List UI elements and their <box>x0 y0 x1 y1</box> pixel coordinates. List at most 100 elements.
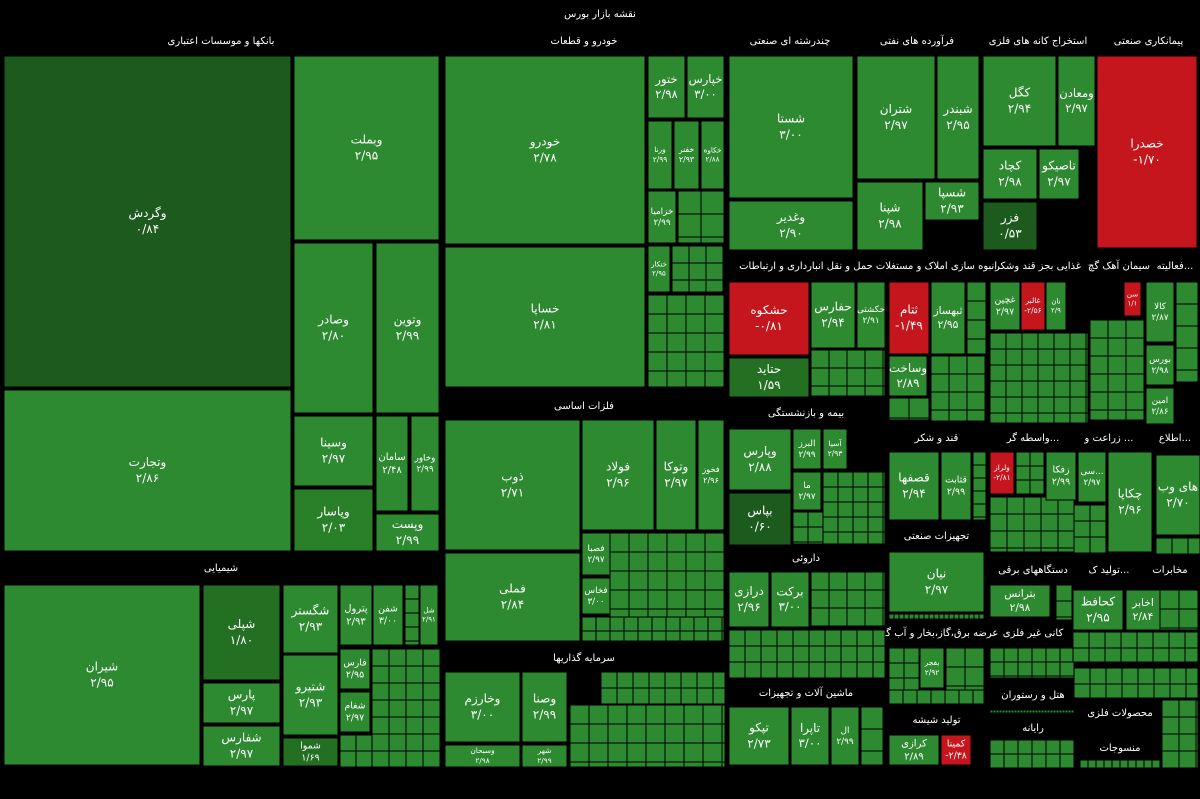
tile-unlabeled <box>422 733 441 752</box>
tile <box>792 428 822 470</box>
tile-unlabeled <box>664 704 685 725</box>
tile-unlabeled <box>840 661 858 679</box>
sector-label: قند و شکر <box>914 433 959 444</box>
tile-unlabeled <box>666 351 687 372</box>
tile-value: ۲/۰۳ <box>322 520 346 534</box>
tile <box>982 55 1057 147</box>
tile-unlabeled <box>623 630 639 642</box>
tile-unlabeled <box>846 385 866 397</box>
tile-unlabeled <box>1107 319 1127 339</box>
tile-value: ۲/۹۹ <box>798 450 815 460</box>
tile-unlabeled <box>371 716 390 735</box>
tile-unlabeled <box>422 750 441 768</box>
tile-unlabeled <box>1031 675 1047 679</box>
tile-name: حتاید <box>757 362 781 376</box>
tile-name: شپلی <box>228 617 256 631</box>
tile <box>888 355 928 397</box>
tile-unlabeled <box>671 279 690 293</box>
tile-unlabeled <box>1005 412 1023 424</box>
tile-unlabeled <box>422 716 441 735</box>
tile-name: وتجارت <box>129 455 167 470</box>
tile <box>282 737 339 767</box>
tile-unlabeled <box>852 531 869 545</box>
tile-unlabeled <box>1003 739 1019 755</box>
tile <box>989 281 1021 331</box>
tile-unlabeled <box>1195 750 1199 769</box>
tile-unlabeled <box>1168 647 1186 663</box>
tile-unlabeled <box>683 723 704 744</box>
tile-unlabeled <box>828 385 848 397</box>
tile-unlabeled <box>1089 409 1109 421</box>
tile-unlabeled <box>637 616 653 632</box>
sector-label: فلزات اساسی <box>554 401 614 412</box>
tile-unlabeled <box>1023 496 1042 515</box>
tile-unlabeled <box>1088 631 1106 649</box>
tile-unlabeled <box>807 511 824 528</box>
tile-unlabeled <box>647 370 668 388</box>
tile-unlabeled <box>776 629 794 647</box>
tile-name: سن <box>1127 290 1138 298</box>
tile-name: فخوز <box>701 464 719 474</box>
tile-unlabeled <box>1055 616 1073 621</box>
tile-unlabeled <box>1055 600 1073 618</box>
tile-unlabeled <box>776 645 794 663</box>
tile-unlabeled <box>677 190 702 215</box>
tile-name: شسپا <box>938 186 966 200</box>
tile <box>3 584 201 766</box>
tile-name: درازی <box>734 584 764 599</box>
sector-label: دستگاههای برقی <box>998 564 1068 576</box>
tile-unlabeled <box>647 351 668 372</box>
tile-unlabeled <box>822 471 839 488</box>
tile-value: ۲/۹۹ <box>653 155 668 164</box>
tile-unlabeled <box>1003 647 1019 663</box>
tile-unlabeled <box>705 262 724 281</box>
tile <box>282 584 339 654</box>
tile-unlabeled <box>405 682 424 701</box>
tile <box>444 671 521 743</box>
tile-unlabeled <box>837 501 854 518</box>
tile-unlabeled <box>1185 667 1199 685</box>
tile-unlabeled <box>600 671 618 689</box>
tile-name: ختور <box>654 72 677 87</box>
tile-unlabeled <box>792 511 809 528</box>
tile-value: ۲/۹۵ <box>652 270 666 278</box>
tile-unlabeled <box>1029 465 1045 481</box>
tile-name: شبندر <box>942 102 972 117</box>
tile-unlabeled <box>1031 739 1047 755</box>
tile-unlabeled <box>1059 661 1075 677</box>
tile-unlabeled <box>702 704 723 725</box>
tile-unlabeled <box>1085 412 1089 424</box>
tile-unlabeled <box>704 313 725 334</box>
sector-label: پیمانکاری صنعتی <box>1114 36 1184 47</box>
tile-unlabeled <box>888 417 910 421</box>
tile-unlabeled <box>609 630 625 642</box>
tile <box>293 242 374 414</box>
tile-unlabeled <box>704 570 725 591</box>
tile-unlabeled <box>792 629 810 647</box>
tile-unlabeled <box>864 367 884 387</box>
sector-label: محصولات فلزی <box>1087 708 1152 719</box>
tile <box>1145 281 1175 343</box>
tile-unlabeled <box>671 245 690 264</box>
tile <box>444 246 646 388</box>
tile <box>888 734 940 766</box>
sector-label: رایانه <box>1022 723 1044 734</box>
tile-unlabeled <box>1175 281 1199 305</box>
tile <box>419 584 439 646</box>
tile-value: ۲/۹۷ <box>996 307 1014 318</box>
tile-unlabeled <box>856 661 874 679</box>
tile-unlabeled <box>1195 699 1199 718</box>
tile-value: ۲/۹۹ <box>396 533 419 547</box>
tile-unlabeled <box>776 661 794 679</box>
tile-unlabeled <box>1037 380 1055 398</box>
sector-label: خودرو و قطعات <box>551 36 618 47</box>
tile-unlabeled <box>1089 355 1109 375</box>
tile-unlabeled <box>1017 675 1033 679</box>
tile-value: ۲/۸۴ <box>1133 610 1154 623</box>
tile-unlabeled <box>989 496 1008 515</box>
tile <box>989 451 1015 495</box>
tile-value: ۲/۹۵ <box>90 675 113 689</box>
tile-value: ۳/۰۰ <box>379 616 397 627</box>
tile-unlabeled <box>1017 739 1033 755</box>
tile-unlabeled <box>666 589 687 610</box>
